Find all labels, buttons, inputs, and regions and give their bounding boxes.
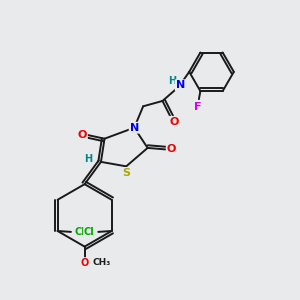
Text: H: H [84, 154, 92, 164]
Text: O: O [169, 117, 178, 127]
Text: F: F [194, 103, 201, 112]
Text: O: O [77, 130, 87, 140]
Text: H: H [168, 76, 176, 86]
Text: N: N [130, 123, 139, 133]
Text: Cl: Cl [74, 227, 85, 238]
Text: O: O [167, 144, 176, 154]
Text: N: N [176, 80, 185, 90]
Text: CH₃: CH₃ [93, 258, 111, 267]
Text: Cl: Cl [84, 227, 95, 238]
Text: O: O [80, 258, 89, 268]
Text: S: S [122, 168, 130, 178]
